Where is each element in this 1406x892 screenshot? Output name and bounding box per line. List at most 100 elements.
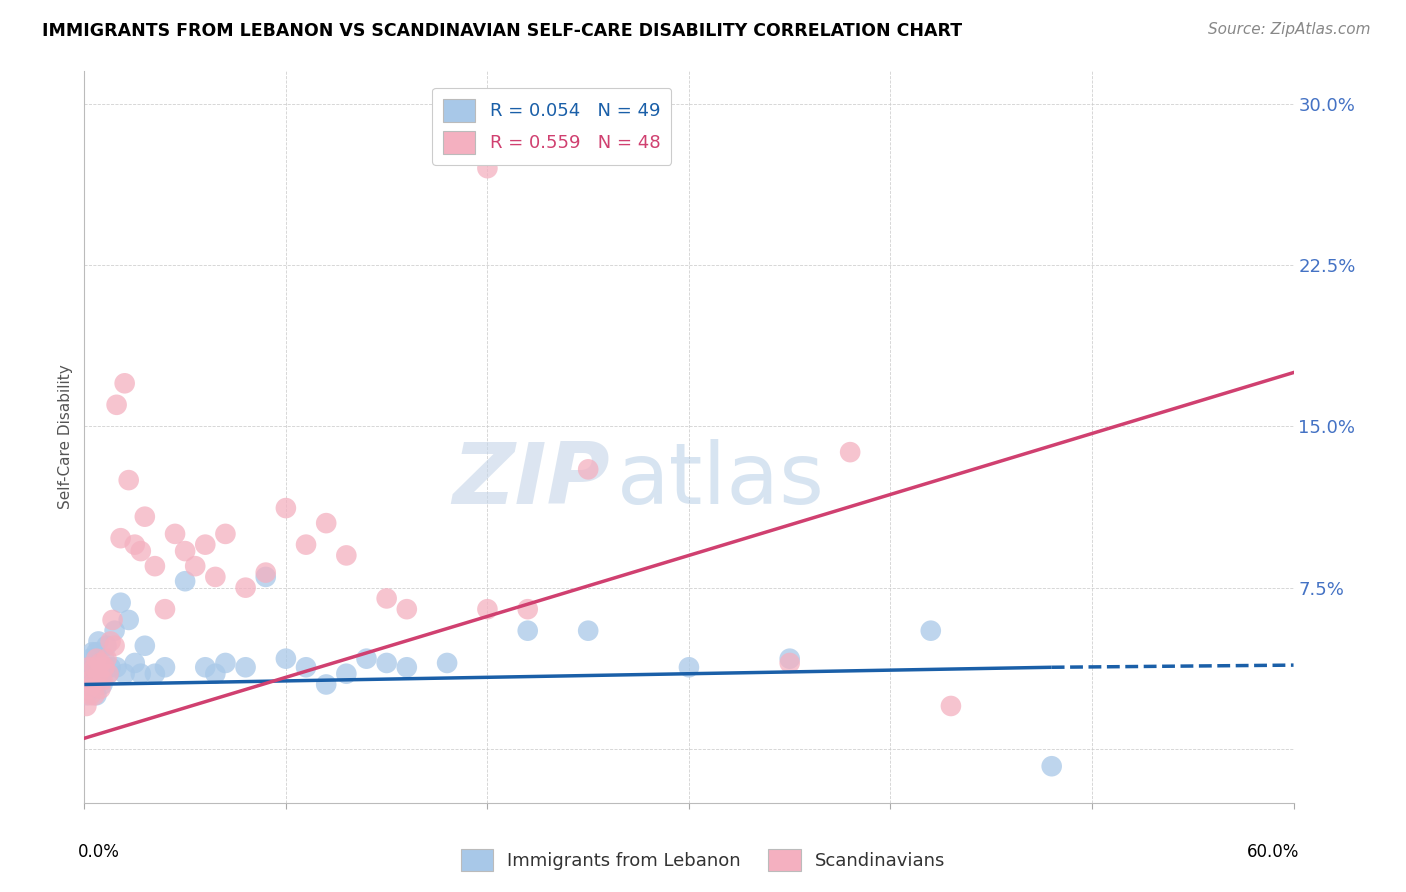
Point [143, 559, 166, 574]
Point [143, 666, 166, 681]
Point [204, 666, 226, 681]
Point [83, 688, 105, 702]
Point [516, 602, 538, 616]
Point [104, 624, 127, 638]
Point [77, 677, 100, 691]
Point [129, 666, 152, 681]
Point [77, 681, 100, 696]
Point [83, 660, 105, 674]
Legend: R = 0.054   N = 49, R = 0.559   N = 48: R = 0.054 N = 49, R = 0.559 N = 48 [432, 87, 671, 165]
Point [82, 677, 104, 691]
Point [315, 677, 337, 691]
Point [516, 624, 538, 638]
Point [105, 398, 128, 412]
Point [87, 666, 110, 681]
Point [77, 660, 100, 674]
Point [82, 645, 104, 659]
Point [75, 688, 97, 702]
Point [124, 656, 146, 670]
Point [375, 591, 398, 606]
Point [576, 624, 599, 638]
Point [105, 660, 128, 674]
Point [89, 656, 111, 670]
Point [295, 538, 318, 552]
Point [110, 531, 132, 545]
Text: 60.0%: 60.0% [1247, 843, 1299, 861]
Point [1040, 759, 1063, 773]
Point [779, 651, 801, 665]
Point [153, 660, 176, 674]
Text: atlas: atlas [616, 440, 824, 523]
Point [295, 660, 318, 674]
Point [79, 688, 101, 702]
Point [93, 660, 115, 674]
Point [96, 639, 118, 653]
Text: ZIP: ZIP [453, 440, 610, 523]
Point [79, 651, 101, 665]
Point [86, 688, 108, 702]
Y-axis label: Self-Care Disability: Self-Care Disability [58, 365, 73, 509]
Point [97, 666, 120, 681]
Point [839, 445, 862, 459]
Point [75, 698, 97, 713]
Point [395, 660, 418, 674]
Point [134, 639, 156, 653]
Point [315, 516, 337, 530]
Point [129, 544, 152, 558]
Text: 0.0%: 0.0% [79, 843, 120, 861]
Point [89, 660, 111, 674]
Point [96, 651, 118, 665]
Point [87, 634, 110, 648]
Point [153, 602, 176, 616]
Text: Source: ZipAtlas.com: Source: ZipAtlas.com [1208, 22, 1371, 37]
Point [356, 651, 378, 665]
Point [118, 473, 141, 487]
Point [335, 666, 357, 681]
Point [104, 639, 127, 653]
Point [274, 651, 297, 665]
Point [114, 376, 136, 391]
Point [101, 613, 124, 627]
Point [214, 527, 236, 541]
Point [83, 660, 105, 674]
Point [939, 698, 962, 713]
Point [97, 666, 120, 681]
Point [254, 566, 277, 580]
Point [83, 677, 105, 691]
Point [79, 673, 101, 688]
Point [91, 673, 114, 688]
Point [920, 624, 942, 638]
Point [477, 602, 499, 616]
Point [118, 613, 141, 627]
Point [87, 673, 110, 688]
Point [235, 660, 257, 674]
Point [100, 634, 122, 648]
Point [93, 651, 115, 665]
Point [114, 666, 136, 681]
Point [174, 574, 197, 589]
Point [184, 559, 207, 574]
Point [436, 656, 458, 670]
Legend: Immigrants from Lebanon, Scandinavians: Immigrants from Lebanon, Scandinavians [453, 842, 953, 879]
Point [82, 666, 104, 681]
Text: IMMIGRANTS FROM LEBANON VS SCANDINAVIAN SELF-CARE DISABILITY CORRELATION CHART: IMMIGRANTS FROM LEBANON VS SCANDINAVIAN … [42, 22, 962, 40]
Point [194, 538, 217, 552]
Point [86, 651, 108, 665]
Point [134, 509, 156, 524]
Point [235, 581, 257, 595]
Point [678, 660, 700, 674]
Point [86, 645, 108, 659]
Point [124, 538, 146, 552]
Point [91, 677, 114, 691]
Point [477, 161, 499, 176]
Point [89, 681, 111, 696]
Point [214, 656, 236, 670]
Point [194, 660, 217, 674]
Point [254, 570, 277, 584]
Point [779, 656, 801, 670]
Point [100, 660, 122, 674]
Point [165, 527, 187, 541]
Point [79, 681, 101, 696]
Point [110, 596, 132, 610]
Point [204, 570, 226, 584]
